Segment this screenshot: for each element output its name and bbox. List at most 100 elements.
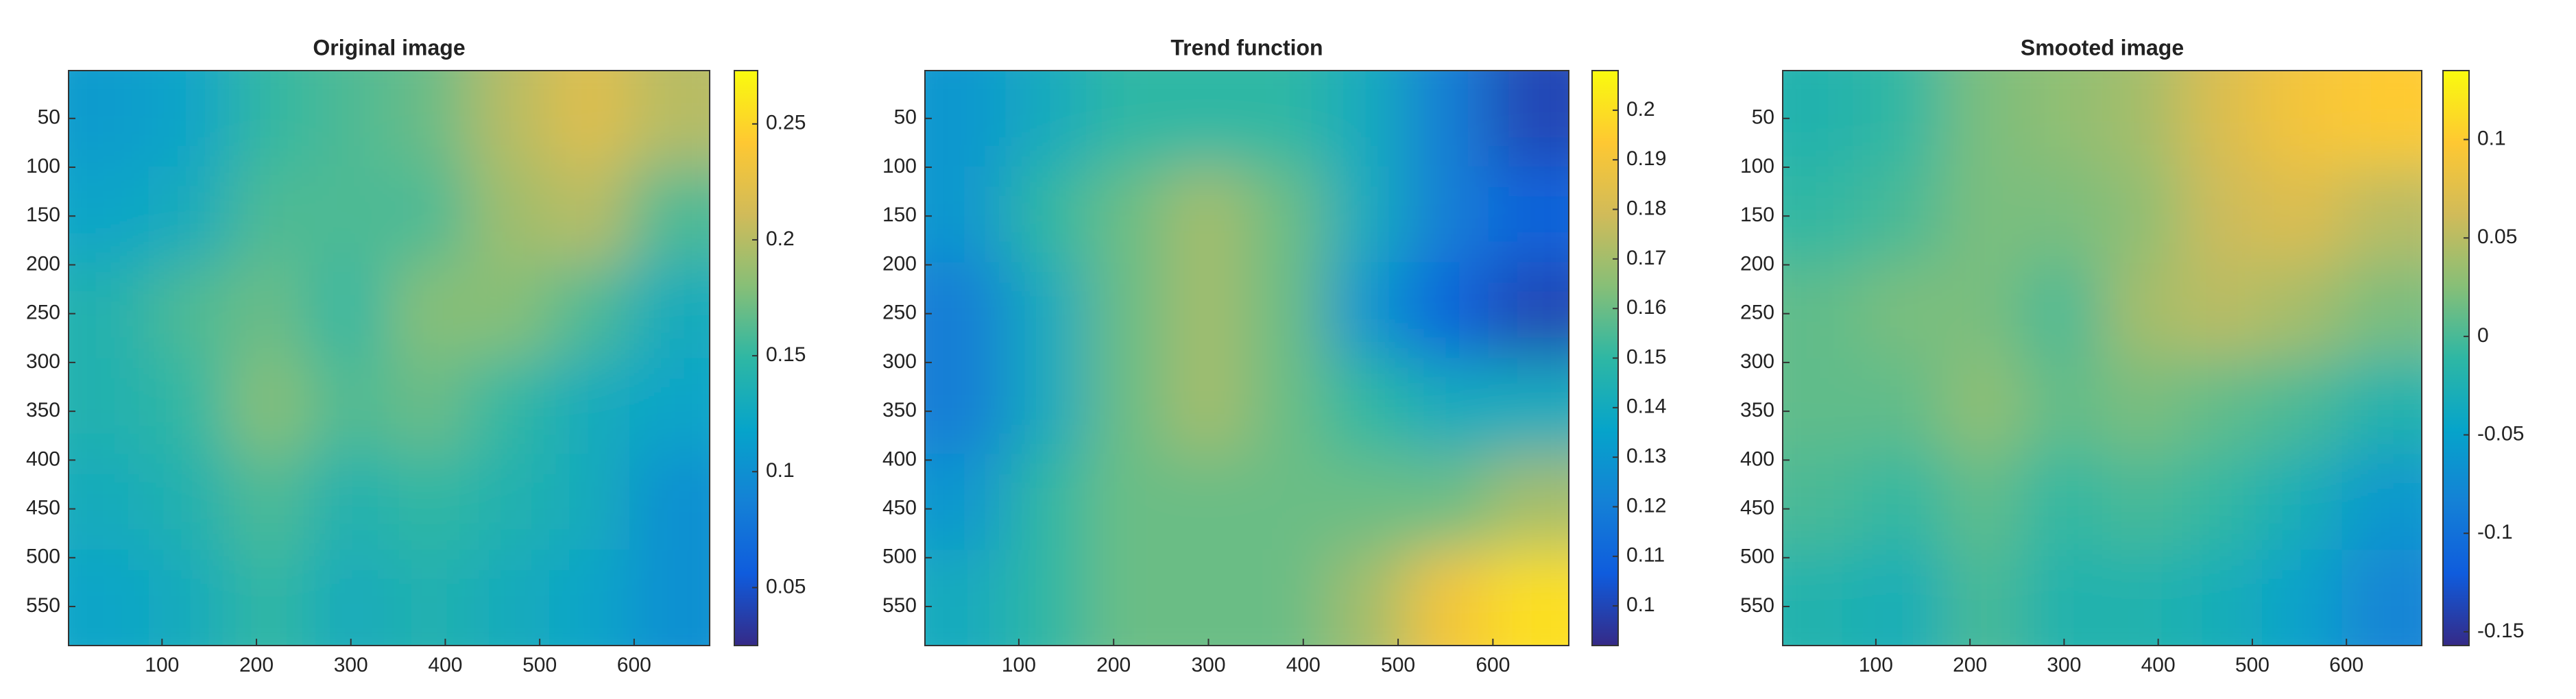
heatmap-cell	[2262, 166, 2343, 263]
colorbar-tick-label: 0.16	[1626, 296, 1666, 319]
panel: Original image 100 200 300 400 500 600 50 100 150…	[26, 35, 806, 676]
heatmap-cell	[469, 262, 551, 359]
y-tick-label: 450	[882, 496, 917, 519]
heatmap-cell	[1166, 262, 1248, 359]
heatmap-cell	[1085, 262, 1168, 359]
x-tick-label: 400	[2141, 654, 2176, 676]
heatmap-cell	[148, 454, 230, 551]
heatmap-cell	[1247, 166, 1328, 263]
heatmap-cell	[1247, 262, 1328, 359]
heatmap-cell	[469, 71, 551, 167]
heatmap-cell	[1862, 550, 1943, 646]
heatmap-cell	[469, 166, 551, 263]
heatmap-cell	[1085, 358, 1168, 455]
heatmap-cell	[1783, 550, 1864, 646]
y-tick-label: 150	[1740, 204, 1774, 226]
heatmap-cell	[69, 358, 149, 455]
colorbar-tick-label: -0.1	[2477, 521, 2513, 543]
colorbar-tick-label: 0.17	[1626, 247, 1666, 269]
heatmap-cell	[549, 454, 631, 551]
heatmap-cell	[1085, 71, 1168, 167]
colorbar-tick-label: 0	[2477, 324, 2489, 347]
y-tick-label: 100	[1740, 155, 1774, 177]
colorbar-tick-label: 0.05	[766, 575, 806, 598]
colorbar-tick-label: 0.13	[1626, 445, 1666, 467]
heatmap-cell	[1783, 454, 1864, 551]
heatmap-cell	[148, 71, 230, 167]
y-tick-label: 250	[26, 302, 60, 324]
x-tick-label: 300	[2047, 654, 2081, 676]
heatmap-cell	[2022, 550, 2103, 646]
heatmap-cell	[228, 454, 310, 551]
y-tick-label: 350	[1740, 399, 1774, 421]
heatmap-cell	[1005, 358, 1087, 455]
heatmap-cell	[2262, 71, 2343, 167]
heatmap-cell	[69, 166, 149, 263]
y-tick-label: 300	[26, 350, 60, 373]
heatmap-cell	[389, 358, 470, 455]
heatmap-cell	[309, 166, 390, 263]
colorbar-tick-label: 0.14	[1626, 395, 1666, 418]
heatmap-cell	[629, 550, 710, 646]
heatmap-cell	[389, 166, 470, 263]
x-tick-label: 100	[1002, 654, 1036, 676]
y-tick-label: 250	[1740, 302, 1774, 324]
heatmap-cell	[1085, 454, 1168, 551]
heatmap-cell	[1783, 166, 1864, 263]
heatmap-cell	[1166, 166, 1248, 263]
heatmap-cell	[2262, 262, 2343, 359]
y-tick-label: 250	[882, 302, 917, 324]
heatmap-cell	[1247, 358, 1328, 455]
heatmap-cell	[1327, 358, 1409, 455]
heatmap-cell	[148, 262, 230, 359]
heatmap-cell	[389, 454, 470, 551]
heatmap-cell	[69, 71, 149, 167]
y-tick-label: 400	[882, 447, 917, 470]
x-tick-label: 100	[145, 654, 179, 676]
colorbar-tick-label: 0.15	[766, 343, 806, 366]
heatmap-cell	[1488, 550, 1569, 646]
heatmap-cell	[2022, 166, 2103, 263]
heatmap-cell	[1942, 166, 2023, 263]
colorbar-tick-label: 0.1	[766, 459, 795, 482]
y-tick-label: 300	[1740, 350, 1774, 373]
y-tick-label: 550	[1740, 594, 1774, 617]
y-tick-label: 350	[882, 399, 917, 421]
heatmap-cell	[1783, 358, 1864, 455]
y-tick-label: 50	[894, 106, 917, 129]
heatmap-cell	[2262, 550, 2343, 646]
heatmap-cell	[309, 454, 390, 551]
heatmap-cell	[228, 262, 310, 359]
y-tick-label: 100	[26, 155, 60, 177]
heatmap-cell	[1327, 166, 1409, 263]
heatmap-cell	[2342, 358, 2422, 455]
heatmap-cell	[1942, 262, 2023, 359]
heatmap-cell	[1862, 166, 1943, 263]
heatmap-cell	[1005, 71, 1087, 167]
heatmap-cell	[1247, 454, 1328, 551]
heatmap-cell	[69, 550, 149, 646]
heatmap-cell	[309, 358, 390, 455]
y-tick-label: 50	[1752, 106, 1774, 129]
heatmap-cell	[2102, 166, 2183, 263]
y-tick-label: 550	[26, 594, 60, 617]
heatmap-cell	[69, 454, 149, 551]
heatmap-cell	[228, 71, 310, 167]
x-tick-label: 400	[1286, 654, 1321, 676]
heatmap-cell	[469, 550, 551, 646]
heatmap-cell	[309, 71, 390, 167]
heatmap-cell	[69, 262, 149, 359]
heatmap-cell	[389, 71, 470, 167]
heatmap-cell	[2182, 454, 2263, 551]
colorbar-tick-label: 0.25	[766, 112, 806, 134]
y-tick-label: 500	[1740, 545, 1774, 568]
heatmap-cell	[309, 262, 390, 359]
x-tick-label: 100	[1859, 654, 1893, 676]
heatmap-cell	[1327, 454, 1409, 551]
heatmap-cell	[1942, 71, 2023, 167]
heatmap-cell	[1408, 454, 1489, 551]
heatmap-cell	[228, 550, 310, 646]
x-tick-label: 600	[617, 654, 651, 676]
heatmap-cell	[2182, 71, 2263, 167]
heatmap-cell	[1327, 71, 1409, 167]
